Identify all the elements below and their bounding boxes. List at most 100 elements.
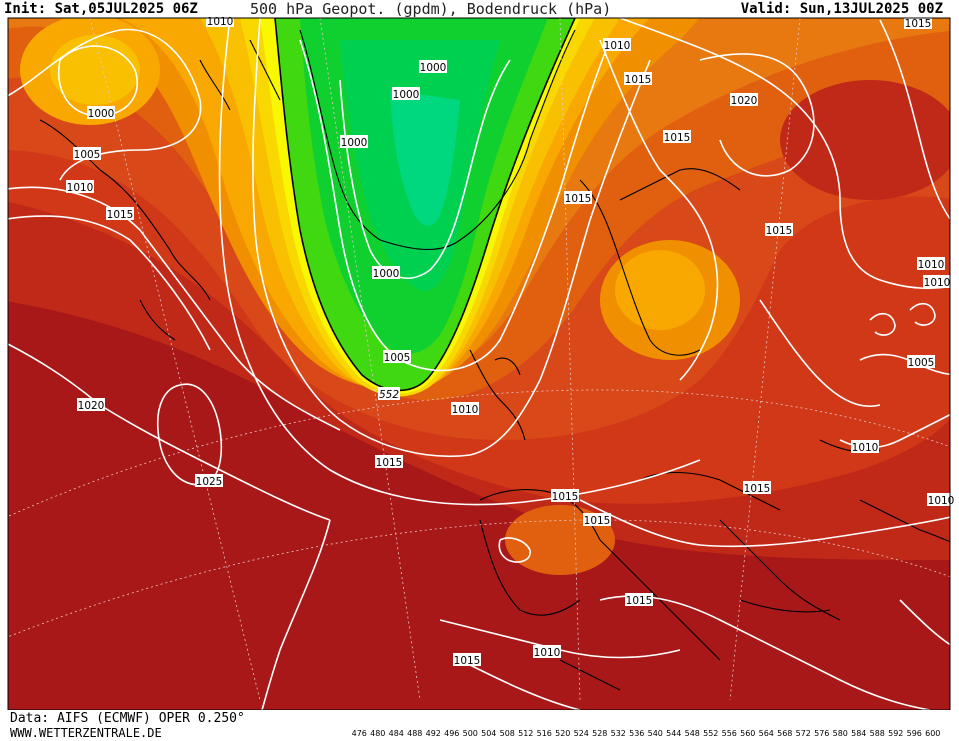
- isobar-label-text: 1025: [196, 476, 223, 488]
- isobar-label-text: 1010: [924, 277, 951, 289]
- isobar-label: 1015: [663, 130, 691, 144]
- isobar-label-text: 1015: [664, 132, 691, 144]
- isobar-label: 1000: [372, 266, 400, 280]
- scale-label: 512: [518, 729, 534, 738]
- scale-label: 564: [758, 729, 774, 738]
- scale-label: 588: [869, 729, 885, 738]
- scale-label: 548: [684, 729, 700, 738]
- isobar-label: 1015: [453, 653, 481, 667]
- scale-label: 592: [888, 729, 904, 738]
- isobar-label-text: 1020: [78, 400, 105, 412]
- footer: Data: AIFS (ECMWF) OPER 0.250° WWW.WETTE…: [0, 710, 959, 741]
- isobar-label: 1015: [624, 72, 652, 86]
- isobar-label: 1000: [87, 106, 115, 120]
- scale-label: 516: [536, 729, 552, 738]
- scale-label: 492: [425, 729, 441, 738]
- map-title: 500 hPa Geopot. (gpdm), Bodendruck (hPa): [250, 0, 612, 18]
- isobar-label: 1005: [383, 350, 411, 364]
- scale-label: 540: [647, 729, 663, 738]
- isobar-label-text: 1000: [420, 62, 447, 74]
- isobar-label-text: 1015: [565, 193, 592, 205]
- isobar-label-text: 1005: [384, 352, 411, 364]
- init-time: Init: Sat,05JUL2025 06Z: [4, 1, 198, 17]
- valid-time: Valid: Sun,13JUL2025 00Z: [740, 1, 943, 17]
- isobar-label: 1010: [603, 38, 631, 52]
- isobar-label-text: 1000: [373, 268, 400, 280]
- isobar-label: 1020: [77, 398, 105, 412]
- isobar-label-text: 1015: [744, 483, 771, 495]
- isobar-label-text: 1015: [454, 655, 481, 667]
- scale-label: 528: [592, 729, 608, 738]
- isobar-label: 1015: [904, 16, 932, 30]
- isobar-label-text: 1015: [625, 74, 652, 86]
- isobar-label-text: 1010: [452, 404, 479, 416]
- scale-label: 532: [610, 729, 626, 738]
- isobar-label: 1000: [340, 135, 368, 149]
- isobar-label: 1010: [923, 275, 951, 289]
- scale-label: 476: [351, 729, 367, 738]
- isobar-label: 1025: [195, 474, 223, 488]
- isobar-label-text: 1015: [766, 225, 793, 237]
- scale-label: 524: [573, 729, 589, 738]
- scale-label: 560: [740, 729, 756, 738]
- scale-label: 508: [499, 729, 515, 738]
- isobar-label-text: 1010: [207, 16, 234, 28]
- isobar-label: 1000: [419, 60, 447, 74]
- isobar-label: 1010: [533, 645, 561, 659]
- isobar-label: 1015: [375, 455, 403, 469]
- isobar-label: 1010: [927, 493, 955, 507]
- scale-label: 584: [851, 729, 867, 738]
- isobar-label: 1010: [851, 440, 879, 454]
- isobar-label: 1015: [564, 191, 592, 205]
- isobar-label-text: 1015: [376, 457, 403, 469]
- isobar-label-text: 1010: [918, 259, 945, 271]
- isobar-labels: 1010 1000 1000 1010 1015 1015 1000 1005 …: [66, 14, 955, 667]
- isobar-label: 1015: [551, 489, 579, 503]
- scale-label: 480: [370, 729, 386, 738]
- isobar-label: 1010: [66, 180, 94, 194]
- isobar-label: 1020: [730, 93, 758, 107]
- scale-label: 552: [703, 729, 719, 738]
- isobar-label-text: 1015: [626, 595, 653, 607]
- isobar-label: 1010: [206, 14, 234, 28]
- scale-label: 556: [721, 729, 737, 738]
- scale-label: 580: [832, 729, 848, 738]
- scale-label: 520: [555, 729, 571, 738]
- scale-label: 544: [666, 729, 682, 738]
- isobar-label-text: 1000: [88, 108, 115, 120]
- isobar-label-text: 1010: [604, 40, 631, 52]
- scale-label: 596: [906, 729, 922, 738]
- isobar-label-text: 1000: [393, 89, 420, 101]
- scale-label: 496: [444, 729, 460, 738]
- scale-label: 576: [814, 729, 830, 738]
- scale-label: 572: [795, 729, 811, 738]
- scale-label: 500: [462, 729, 478, 738]
- graticule: [8, 18, 950, 701]
- isobar-label: 1015: [583, 513, 611, 527]
- data-source: Data: AIFS (ECMWF) OPER 0.250°: [10, 711, 245, 726]
- isobar-label-text: 1015: [107, 209, 134, 221]
- isobar-label-text: 1010: [928, 495, 955, 507]
- isobar-label-text: 1015: [552, 491, 579, 503]
- scale-label: 600: [925, 729, 941, 738]
- isobar-label: 1015: [625, 593, 653, 607]
- isobar-label-text: 1010: [852, 442, 879, 454]
- scale-label: 488: [407, 729, 423, 738]
- scale-label: 504: [481, 729, 497, 738]
- isobar-label: 1015: [743, 481, 771, 495]
- isobar-label: 1015: [765, 223, 793, 237]
- isobar-label-text: 1010: [534, 647, 561, 659]
- isobar-label: 1010: [451, 402, 479, 416]
- isobar-label-text: 1005: [74, 149, 101, 161]
- color-scale-labels: 476 480 484 488 492 496 500 504 508 512 516 520 524 5…: [342, 729, 950, 741]
- isobar-label: 1000: [392, 87, 420, 101]
- isobar-label: 1015: [106, 207, 134, 221]
- isobar-label-text: 1015: [584, 515, 611, 527]
- isobar-label: 1005: [73, 147, 101, 161]
- isobar-label-text: 1015: [905, 18, 932, 30]
- scale-label: 568: [777, 729, 793, 738]
- scale-label: 484: [388, 729, 404, 738]
- isobar-label-text: 1000: [341, 137, 368, 149]
- isobar-label-text: 1010: [67, 182, 94, 194]
